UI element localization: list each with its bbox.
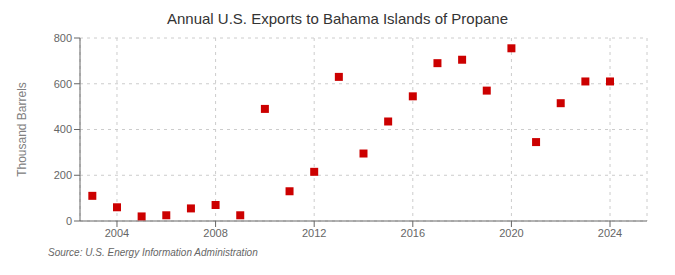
svg-text:2004: 2004 <box>105 227 129 239</box>
svg-text:2024: 2024 <box>598 227 622 239</box>
svg-text:600: 600 <box>54 78 72 90</box>
svg-text:Thousand Barrels: Thousand Barrels <box>15 82 29 177</box>
svg-text:400: 400 <box>54 123 72 135</box>
svg-text:800: 800 <box>54 32 72 44</box>
svg-text:0: 0 <box>66 215 72 227</box>
svg-text:2012: 2012 <box>302 227 326 239</box>
html-text:Annual U.S. Exports to Bahama: Annual U.S. Exports to Bahama Islands of… <box>167 10 508 27</box>
svg-text:2020: 2020 <box>499 227 523 239</box>
html-text:Source: U.S. Energy Informatio: Source: U.S. Energy Information Administ… <box>48 247 258 258</box>
svg-text:2016: 2016 <box>401 227 425 239</box>
svg-text:200: 200 <box>54 169 72 181</box>
svg-text:2008: 2008 <box>203 227 227 239</box>
